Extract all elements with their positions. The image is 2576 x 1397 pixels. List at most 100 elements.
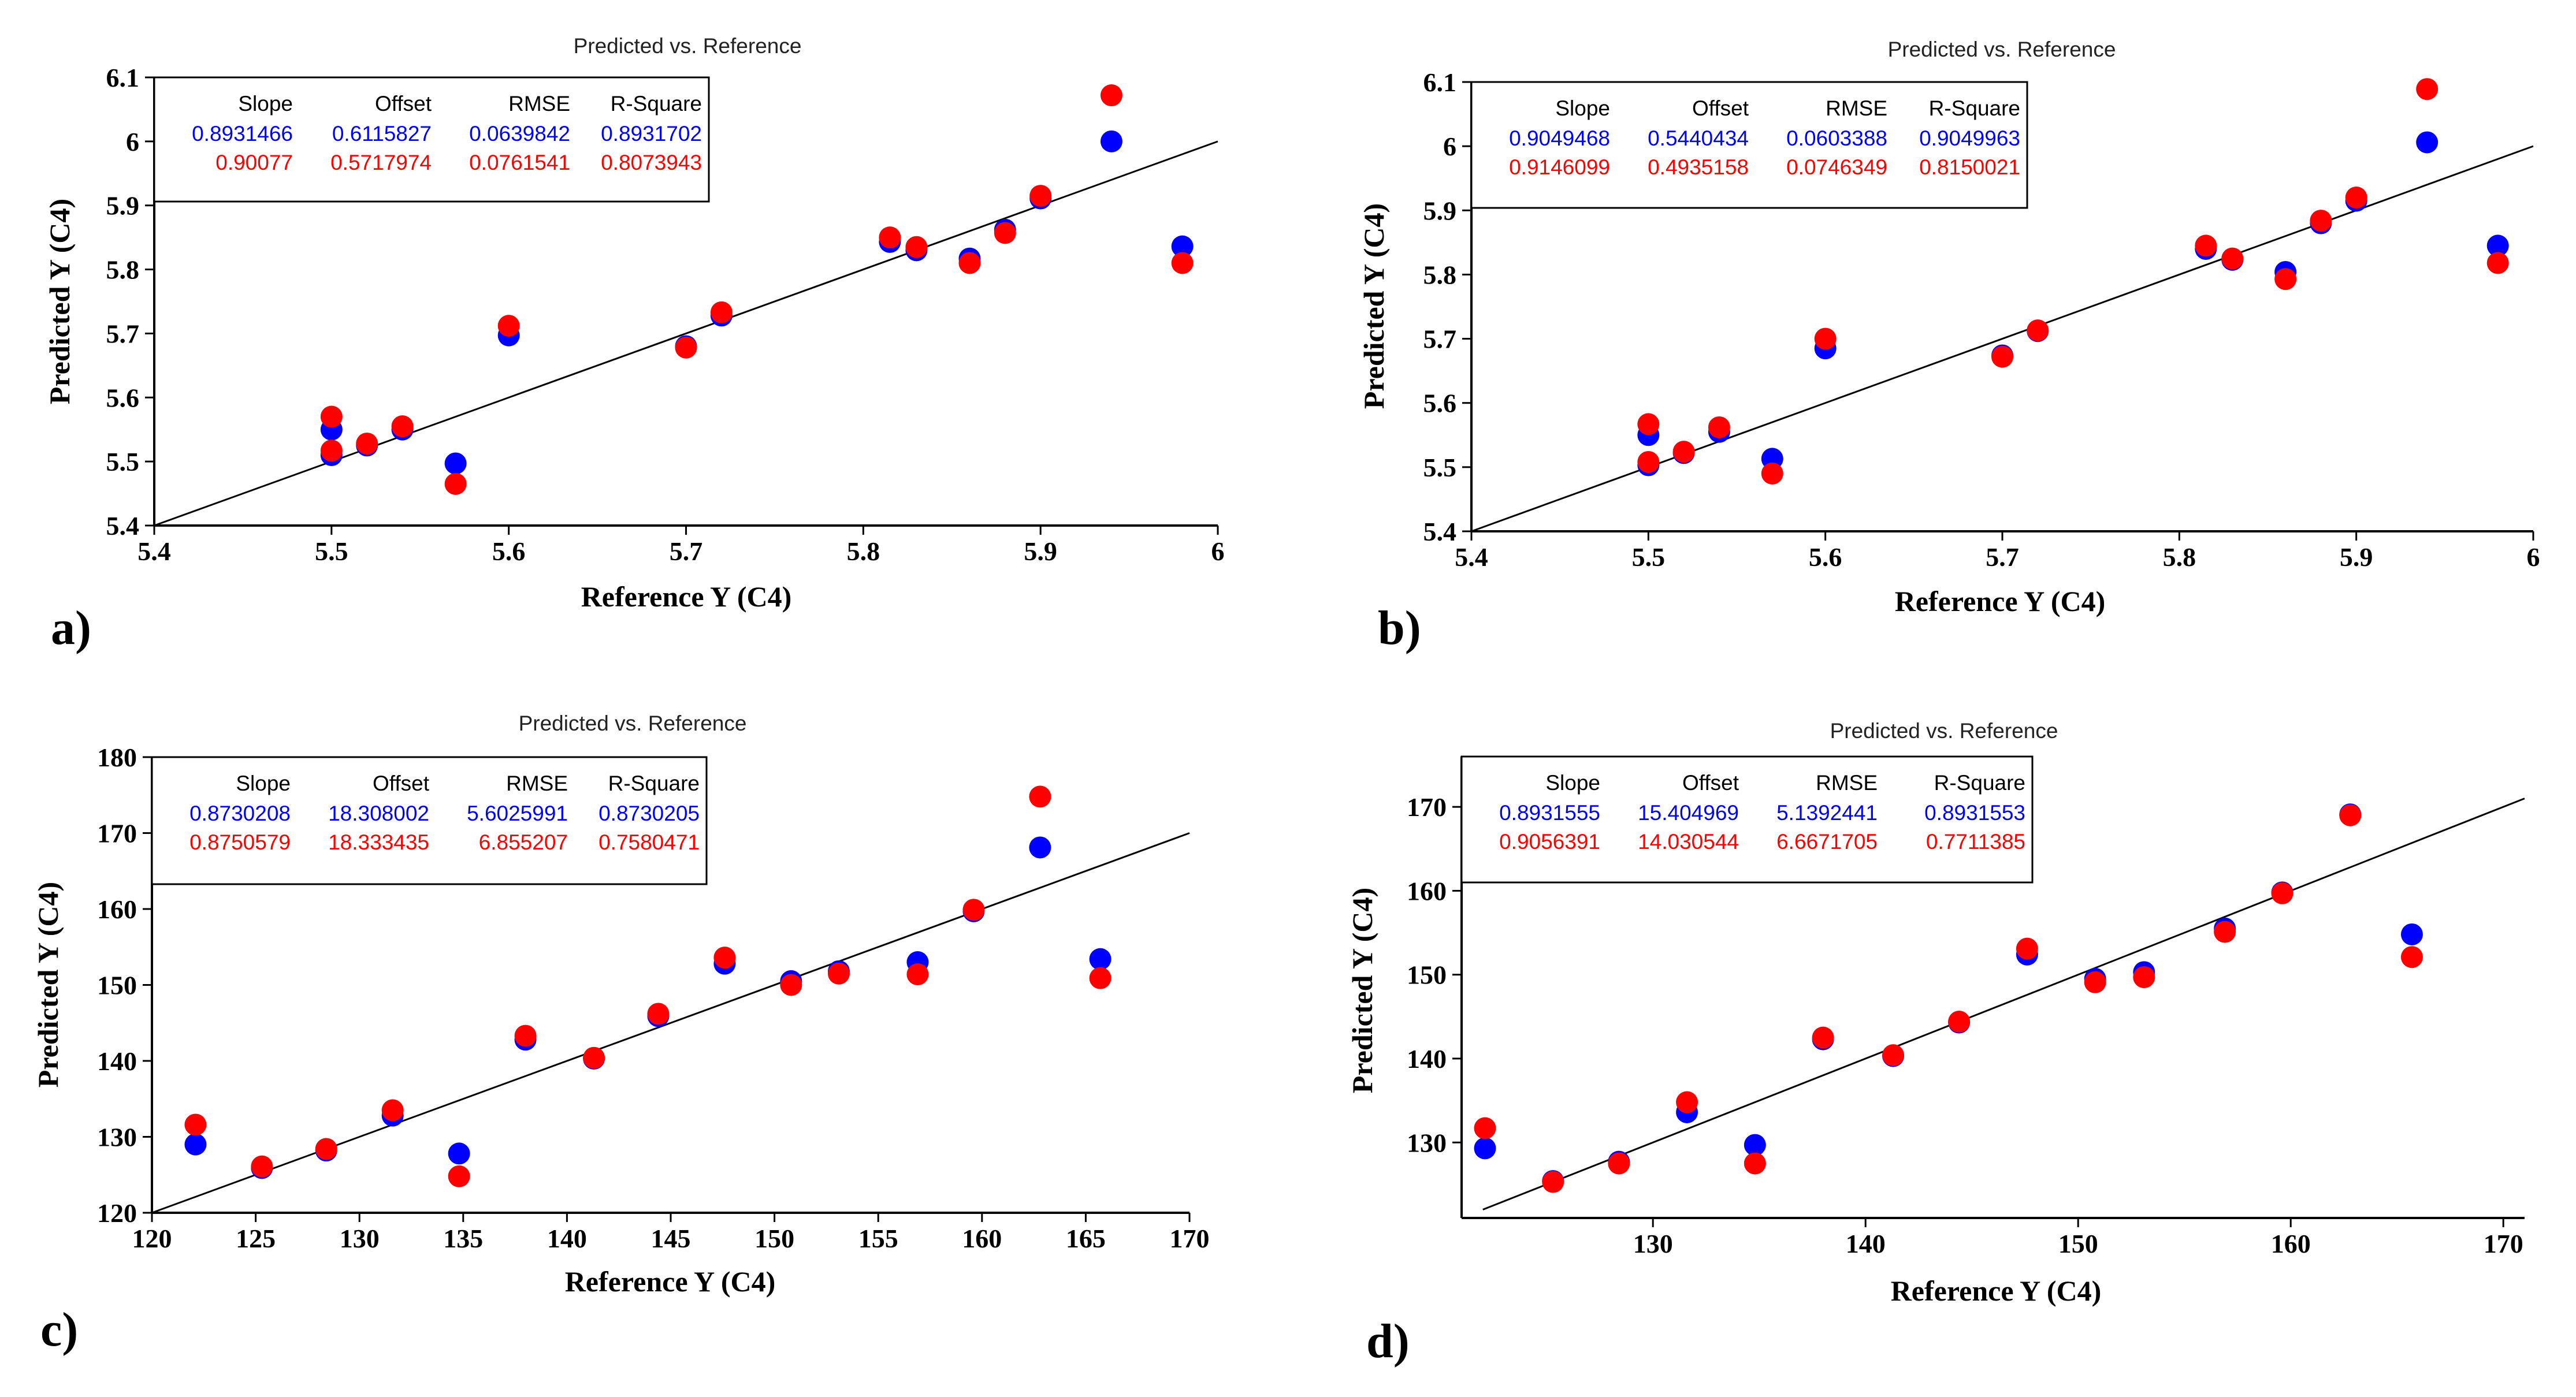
validation-point	[710, 301, 733, 323]
validation-point	[2310, 210, 2332, 232]
stats-value: 15.404969	[1638, 801, 1739, 825]
y-tick-label: 6	[126, 127, 139, 157]
stats-table: Slope Offset RMSE R-Square 0.8931466 0.611582…	[153, 76, 710, 203]
stats-value: 0.0639842	[469, 122, 570, 146]
validation-point	[1882, 1044, 1905, 1067]
panel-label: d)	[1366, 1314, 1410, 1368]
x-tick-label: 145	[651, 1224, 691, 1253]
x-tick-label: 5.5	[315, 537, 348, 566]
validation-point	[780, 974, 802, 996]
calibration-point	[1089, 948, 1112, 970]
validation-point	[906, 963, 929, 986]
validation-point	[1542, 1171, 1564, 1193]
validation-point	[1948, 1011, 1971, 1033]
validation-point	[1812, 1026, 1834, 1049]
calibration-point	[2400, 923, 2423, 945]
validation-point	[675, 336, 697, 359]
x-tick-label: 135	[443, 1224, 483, 1253]
stats-header: RMSE	[1816, 771, 1878, 795]
stats-header: Offset	[373, 772, 430, 795]
validation-point	[2214, 921, 2236, 943]
validation-point	[1991, 345, 2013, 368]
stats-value: 0.7711385	[1926, 830, 2025, 854]
validation-point	[1100, 84, 1122, 107]
y-tick-label: 5.6	[106, 383, 140, 412]
chart-title: Predicted vs. Reference	[1830, 719, 2058, 743]
x-tick-label: 120	[132, 1224, 172, 1253]
series-validation	[1474, 804, 2423, 1193]
stats-table-frame	[1460, 755, 2034, 884]
validation-point	[1171, 252, 1194, 274]
x-tick-label: 150	[754, 1224, 794, 1253]
y-tick-label: 150	[97, 971, 137, 1000]
y-axis-label: Predicted Y (C4)	[1346, 888, 1378, 1093]
validation-point	[905, 236, 928, 258]
chart-title: Predicted vs. Reference	[574, 34, 802, 58]
stats-value: 0.0746349	[1786, 155, 1887, 179]
series-calibration	[184, 836, 1112, 1179]
stats-value: 5.1392441	[1776, 801, 1878, 825]
x-tick-label: 130	[340, 1224, 380, 1253]
validation-point	[1029, 785, 1051, 808]
validation-point	[2016, 937, 2038, 960]
validation-point	[647, 1003, 670, 1025]
y-tick-label: 170	[1407, 792, 1447, 822]
stats-value: 0.8750579	[189, 830, 291, 854]
stats-value: 0.5440434	[1648, 126, 1749, 150]
calibration-point	[1100, 130, 1122, 152]
y-tick-label: 160	[1407, 876, 1447, 906]
x-tick-label: 155	[858, 1224, 898, 1253]
stats-value: 18.308002	[328, 802, 429, 825]
target-line	[151, 832, 1190, 1214]
chart-title: Predicted vs. Reference	[519, 711, 747, 735]
stats-value: 0.8730208	[189, 802, 291, 825]
y-tick-label: 5.8	[1423, 260, 1457, 289]
stats-value: 0.9049468	[1509, 126, 1610, 150]
y-axis-label: Predicted Y (C4)	[32, 882, 64, 1087]
x-axis-label: Reference Y (C4)	[1895, 585, 2106, 617]
x-tick-label: 5.9	[2340, 542, 2373, 572]
x-tick-label: 5.8	[847, 537, 880, 566]
validation-point	[879, 226, 901, 249]
y-tick-label: 6	[1443, 132, 1456, 161]
validation-point	[827, 962, 850, 985]
validation-point	[2221, 247, 2244, 270]
validation-point	[2133, 966, 2155, 989]
y-tick-label: 150	[1407, 960, 1447, 990]
stats-header: Offset	[1682, 771, 1739, 795]
validation-point	[583, 1046, 605, 1069]
x-tick-label: 5.4	[137, 537, 171, 566]
validation-point	[2027, 319, 2049, 342]
stats-header: RMSE	[508, 92, 570, 116]
y-tick-label: 5.9	[1423, 196, 1457, 225]
x-axis-label: Reference Y (C4)	[581, 580, 792, 613]
chart-title: Predicted vs. Reference	[1888, 38, 2116, 61]
calibration-point	[2486, 234, 2509, 257]
stats-header: Slope	[1555, 96, 1610, 120]
validation-point	[497, 315, 520, 337]
validation-point	[320, 439, 343, 462]
validation-point	[713, 947, 736, 969]
panel-label: b)	[1378, 601, 1421, 655]
y-tick-label: 160	[97, 895, 137, 924]
validation-point	[315, 1138, 337, 1160]
panel-d: Predicted vs. Reference 130 140 150 160 170 13…	[1346, 719, 2525, 1368]
stats-value: 18.333435	[328, 830, 429, 854]
validation-point	[320, 405, 343, 428]
stats-value: 0.8931466	[192, 122, 293, 146]
validation-point	[1761, 462, 1783, 485]
stats-value: 0.6115827	[332, 122, 432, 146]
calibration-point	[1744, 1134, 1766, 1156]
x-tick-label: 6	[2527, 542, 2540, 572]
stats-value: 0.8931702	[601, 122, 702, 146]
x-tick-label: 5.6	[492, 537, 526, 566]
series-validation	[184, 785, 1112, 1187]
stats-header: Slope	[236, 772, 291, 795]
validation-point	[2195, 234, 2217, 257]
validation-point	[1708, 416, 1730, 438]
x-tick-label: 150	[2058, 1229, 2098, 1258]
x-axis-label: Reference Y (C4)	[565, 1265, 776, 1298]
stats-value: 0.90077	[215, 151, 293, 174]
stats-table-frame	[1470, 81, 2028, 209]
